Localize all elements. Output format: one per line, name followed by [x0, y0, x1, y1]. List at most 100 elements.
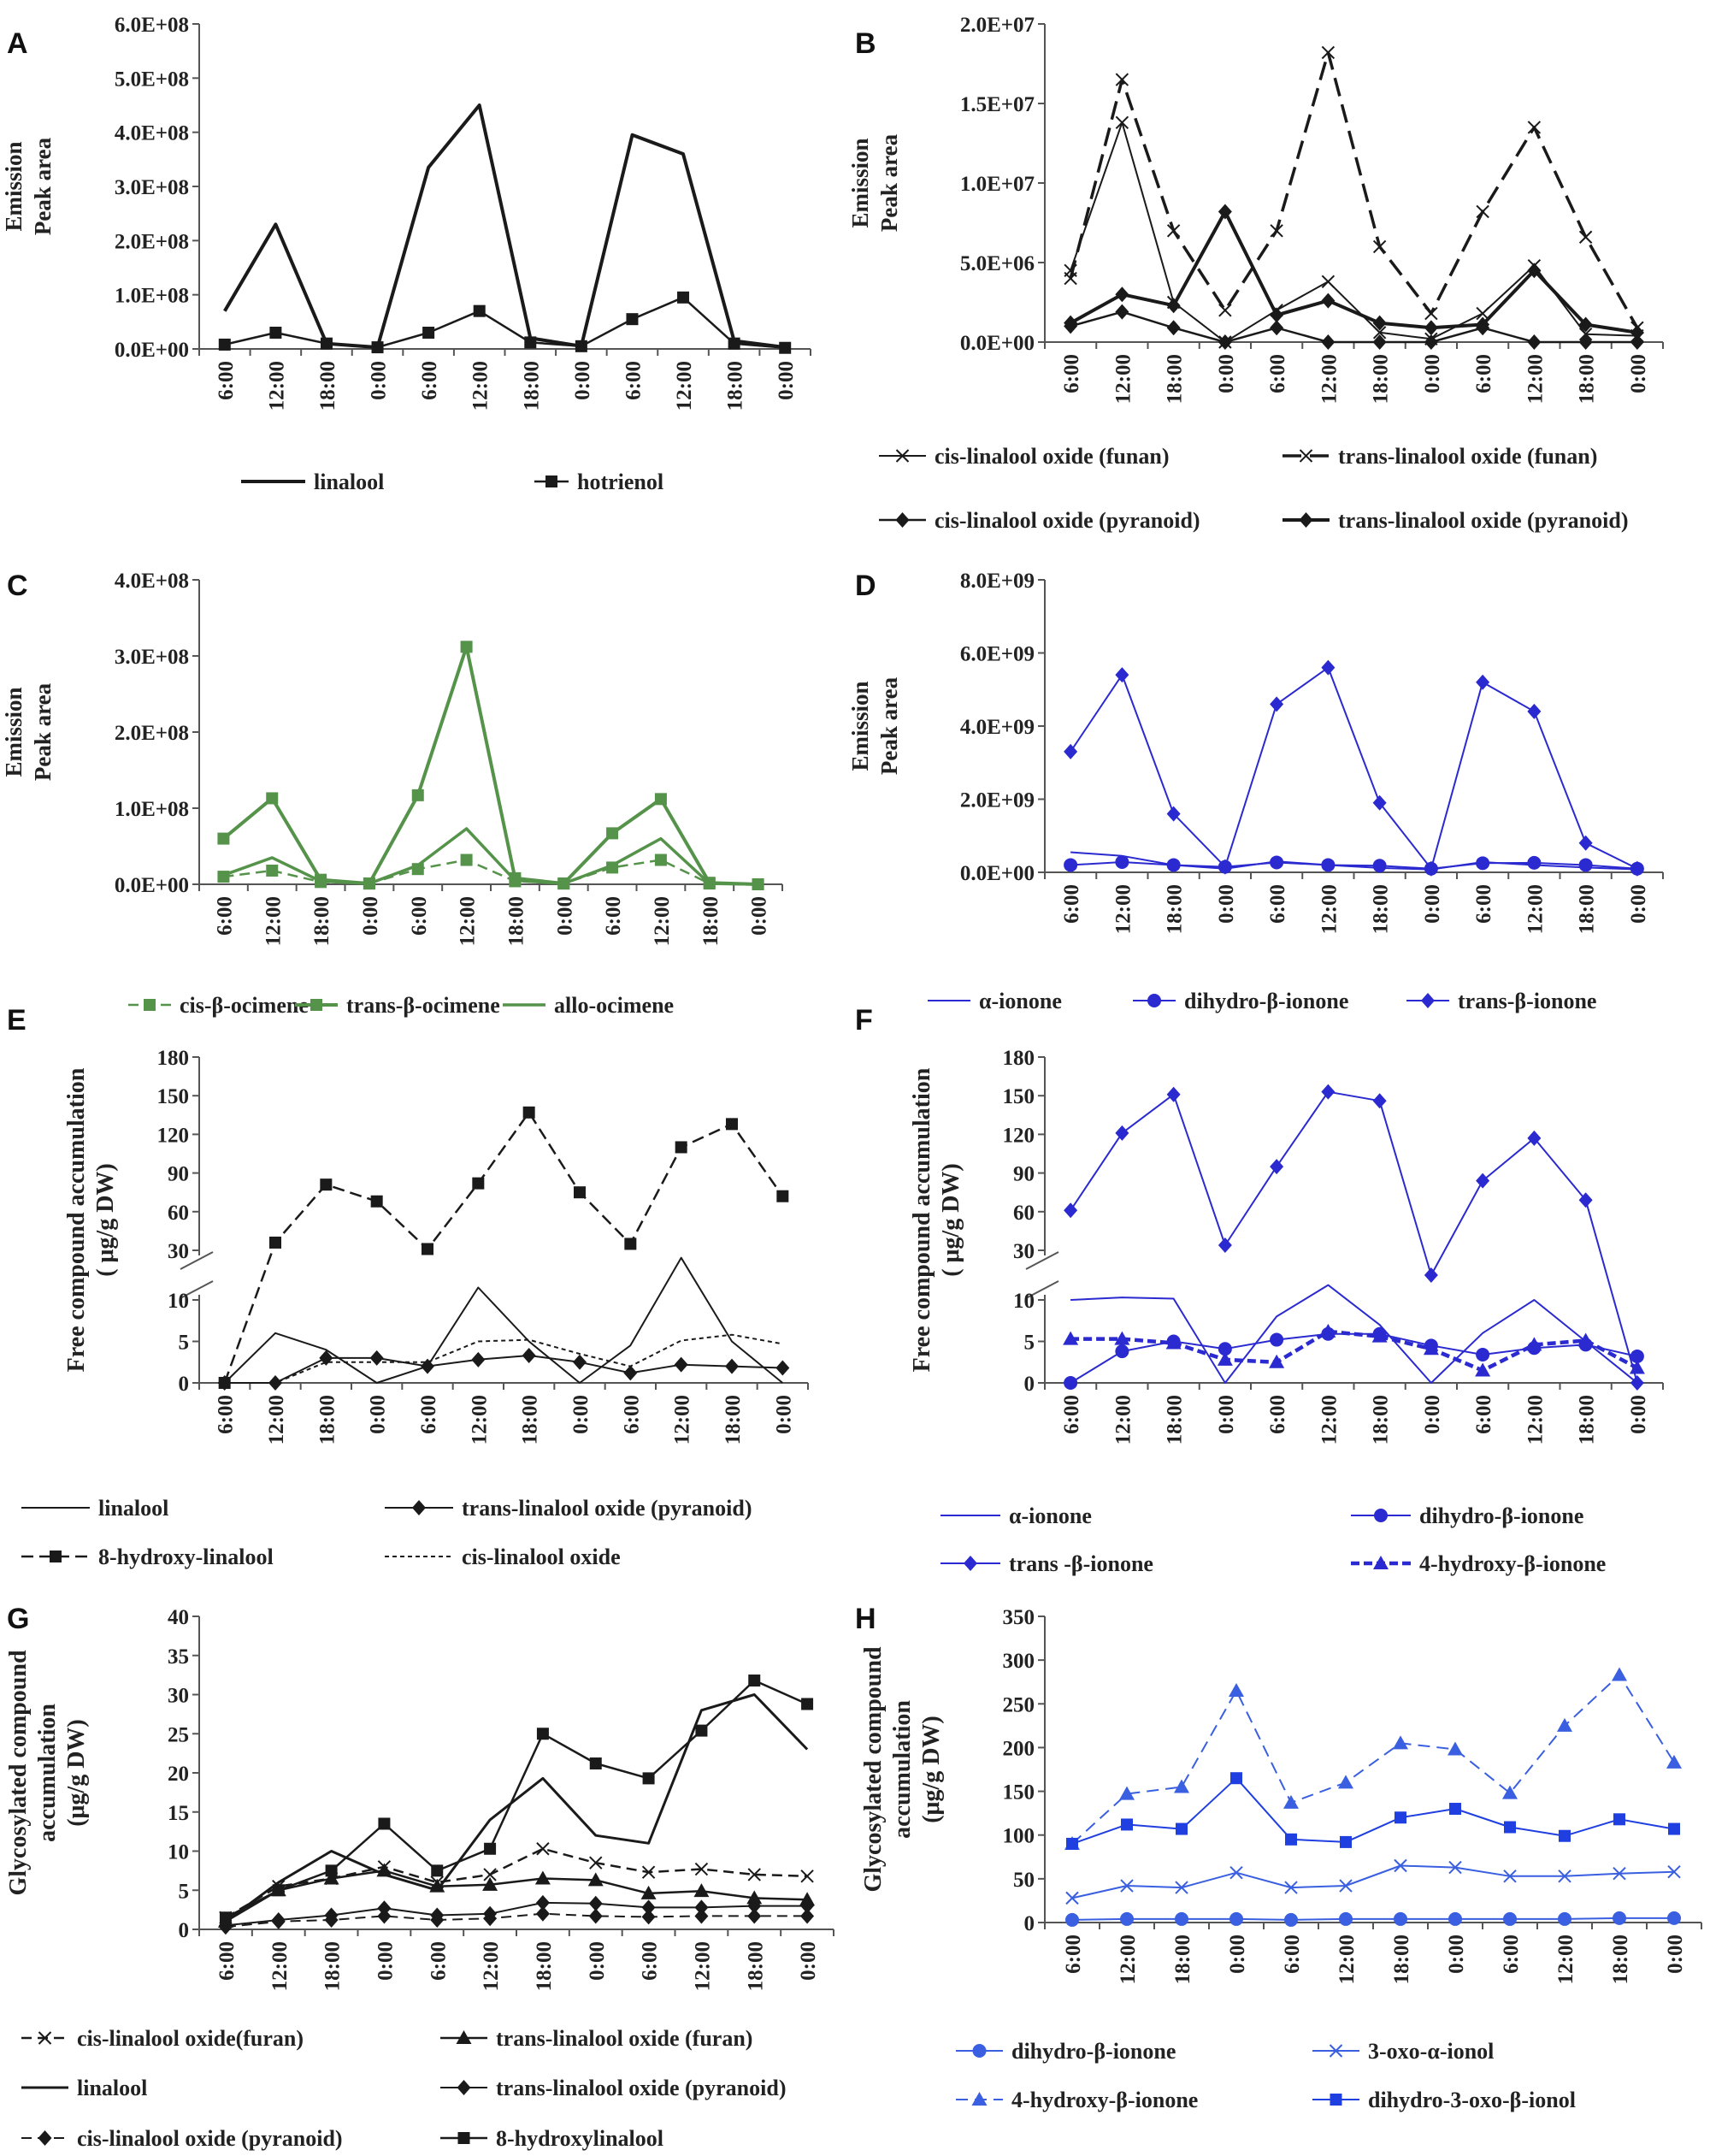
x-tick-label: 18:00	[1164, 884, 1187, 934]
x-tick-label: 12:00	[1112, 354, 1135, 404]
data-point	[431, 1864, 444, 1877]
x-tick-label: 6:00	[213, 896, 236, 936]
x-tick-label: 6:00	[1060, 884, 1083, 924]
y-tick-label: 2.0E+08	[115, 230, 189, 253]
y-tick-label: 180	[157, 1047, 190, 1070]
x-tick-label: 18:00	[1576, 354, 1599, 404]
x-tick-label: 0:00	[374, 1941, 397, 1981]
data-point	[1424, 860, 1438, 877]
series-line	[1070, 666, 1638, 870]
data-point	[1230, 1772, 1242, 1785]
legend-item: 8-hydroxylinalool	[440, 2126, 663, 2151]
data-point	[1284, 1912, 1298, 1927]
data-point	[1476, 306, 1489, 321]
series-line	[1070, 1329, 1638, 1373]
data-point	[1372, 326, 1387, 340]
data-point	[460, 641, 473, 653]
y-tick-label: 5	[179, 1332, 190, 1355]
series-line	[1069, 50, 1639, 329]
series-line	[1071, 1674, 1675, 1845]
data-point	[1229, 1682, 1244, 1697]
data-point	[269, 327, 282, 339]
data-point	[1372, 1093, 1387, 1109]
y-axis-label-C: Emission Peak area	[1, 682, 56, 781]
data-point	[266, 864, 279, 877]
data-point	[1229, 1865, 1243, 1880]
legend-label: trans-β-ocimene	[346, 993, 500, 1018]
legend-item: dihydro-β-ionone	[1133, 989, 1348, 1013]
data-point	[1064, 315, 1078, 331]
data-point	[320, 337, 333, 350]
x-tick-label: 18:00	[310, 896, 333, 946]
legend-item: cis-linalool oxide (pyranoid)	[879, 508, 1200, 533]
data-point	[575, 340, 587, 352]
x-tick-label: 18:00	[1171, 1934, 1194, 1984]
y-tick-label: 40	[168, 1606, 189, 1629]
data-point	[1115, 115, 1129, 130]
legend-label: trans-linalool oxide (funan)	[1338, 444, 1597, 469]
data-point	[536, 1728, 549, 1740]
x-tick-label: 6:00	[1500, 1934, 1523, 1974]
y-axis-title: ( μg/g DW)	[938, 1163, 964, 1277]
data-point	[775, 1360, 790, 1376]
x-tick-label: 18:00	[504, 896, 528, 946]
legend-marker	[895, 512, 910, 528]
data-point	[378, 1817, 391, 1830]
data-point	[641, 1909, 656, 1925]
x-tick-label: 18:00	[316, 361, 339, 411]
x-tick-label: 18:00	[1390, 1934, 1413, 1984]
y-tick-label: 2.0E+09	[960, 789, 1035, 812]
data-point	[1115, 1344, 1129, 1359]
panel-label-E: E	[7, 1004, 27, 1037]
data-point	[1578, 1192, 1593, 1208]
data-point	[472, 1177, 485, 1190]
legend-marker	[1330, 2094, 1342, 2106]
series-E-4	[224, 1333, 783, 1384]
y-axis-title: Emission	[847, 138, 873, 227]
legend-item: trans-linalool oxide (furan)	[440, 2026, 752, 2051]
data-point	[269, 1236, 281, 1249]
y-tick-label: 6.0E+09	[960, 643, 1035, 666]
data-point	[534, 1870, 551, 1885]
data-point	[1321, 334, 1336, 350]
data-point	[1503, 1911, 1517, 1926]
data-point	[1629, 1360, 1645, 1374]
y-tick-label: 250	[1003, 1693, 1035, 1716]
data-point	[325, 1864, 338, 1877]
legend-label: dihydro-β-ionone	[1011, 2039, 1176, 2064]
axis-break	[1025, 1251, 1059, 1270]
axis-break	[180, 1280, 214, 1299]
y-tick-label: 20	[168, 1763, 189, 1786]
data-point	[371, 341, 384, 354]
series-line	[1070, 210, 1638, 334]
y-tick-label: 0.0E+00	[960, 862, 1035, 885]
data-point	[1064, 1376, 1078, 1390]
data-point	[675, 1141, 687, 1154]
data-point	[1218, 1342, 1232, 1356]
legend-item: trans-linalool oxide (pyranoid)	[1282, 508, 1628, 533]
data-point	[219, 1911, 232, 1924]
data-point	[320, 1178, 333, 1191]
data-point	[1218, 1237, 1232, 1253]
axes-E: 0 5 10 30 60 90 120 150 180 6:00 12:00 18:00 0:00 6:0…	[157, 1047, 809, 1444]
series-E-1	[223, 1256, 783, 1384]
data-point	[1270, 224, 1283, 238]
data-point	[1166, 1086, 1181, 1102]
data-point	[1270, 855, 1284, 870]
data-point	[1372, 334, 1387, 350]
data-point	[1120, 1879, 1134, 1893]
data-point	[268, 1375, 282, 1391]
series-E-2	[217, 1347, 790, 1391]
y-tick-label: 30	[1013, 1240, 1035, 1263]
series-F-1	[1070, 1284, 1638, 1384]
data-point	[1283, 1794, 1299, 1809]
legend-marker	[964, 1556, 977, 1571]
y-axis-title: Emission	[1, 687, 27, 777]
x-tick-label: 6:00	[215, 1395, 238, 1434]
x-tick-label: 12:00	[651, 896, 674, 946]
x-tick-label: 6:00	[427, 1941, 450, 1981]
x-tick-label: 6:00	[215, 361, 238, 400]
data-point	[1527, 855, 1542, 870]
x-tick-label: 18:00	[520, 361, 543, 411]
series-line	[224, 1333, 783, 1384]
